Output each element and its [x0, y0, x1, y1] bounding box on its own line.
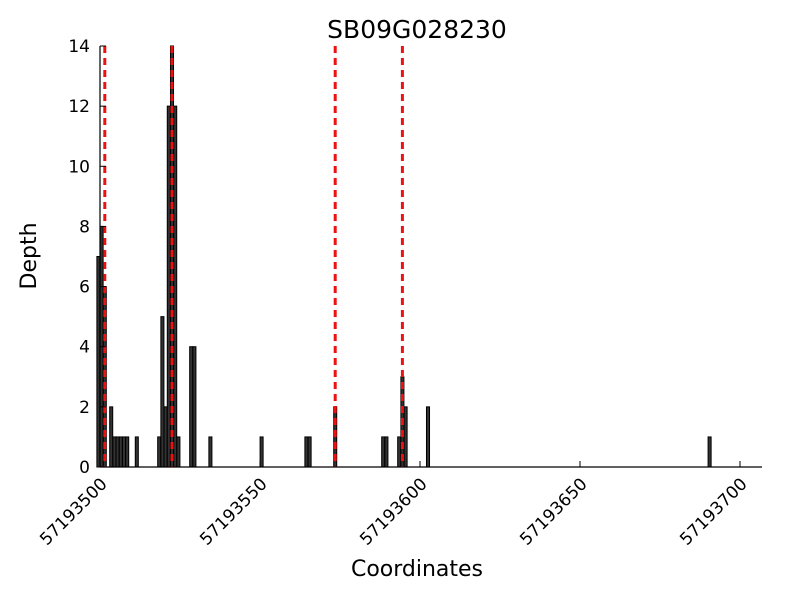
bars-group: [96, 45, 712, 468]
depth-bar-9: [134, 436, 139, 468]
depth-bar-12: [163, 406, 168, 468]
y-tick-label-5: 10: [68, 157, 90, 177]
y-tick-label-2: 4: [79, 338, 90, 358]
depth-bar-13: [166, 105, 171, 468]
depth-bar-26: [397, 436, 402, 468]
x-tick-label-4: 57193700: [676, 474, 751, 549]
y-axis-label: Depth: [17, 222, 42, 289]
depth-bar-16: [176, 436, 181, 468]
x-tick-label-0: 57193500: [36, 474, 111, 549]
depth-bar-5: [115, 436, 120, 468]
y-tick-label-3: 6: [79, 278, 90, 298]
depth-bar-20: [259, 436, 264, 468]
axes-group: 0 2 4 6 8 10 12 14 57193500 57193550 57193600 57193…: [36, 37, 762, 550]
depth-bar-15: [173, 105, 178, 468]
y-tick-label-4: 8: [79, 217, 90, 237]
depth-bar-30: [707, 436, 712, 468]
depth-bar-18: [192, 346, 197, 468]
x-tick-label-1: 57193550: [196, 474, 271, 549]
depth-bar-11: [160, 316, 165, 468]
x-tick-label-2: 57193600: [356, 474, 431, 549]
depth-bar-8: [125, 436, 130, 468]
depth-bar-29: [425, 406, 431, 468]
depth-bar-4: [112, 436, 117, 468]
chart-title: SB09G028230: [327, 15, 507, 44]
depth-bar-25: [384, 436, 389, 468]
depth-bar-22: [307, 436, 312, 468]
depth-bar-28: [403, 406, 408, 468]
y-tick-label-1: 2: [79, 398, 90, 418]
depth-bar-17: [189, 346, 194, 468]
y-tick-label-6: 12: [68, 97, 90, 117]
x-tick-label-3: 57193650: [516, 474, 591, 549]
depth-bar-3: [109, 406, 114, 468]
marker-lines-group: [103, 46, 404, 467]
depth-bar-7: [121, 436, 127, 468]
depth-bar-10: [157, 436, 162, 468]
depth-bar-21: [304, 436, 309, 468]
y-tick-label-0: 0: [79, 458, 90, 478]
x-axis-label: Coordinates: [351, 557, 483, 582]
depth-bar-6: [118, 436, 123, 468]
depth-bar-24: [381, 436, 386, 468]
y-tick-label-7: 14: [68, 37, 90, 57]
depth-bar-19: [208, 436, 213, 468]
